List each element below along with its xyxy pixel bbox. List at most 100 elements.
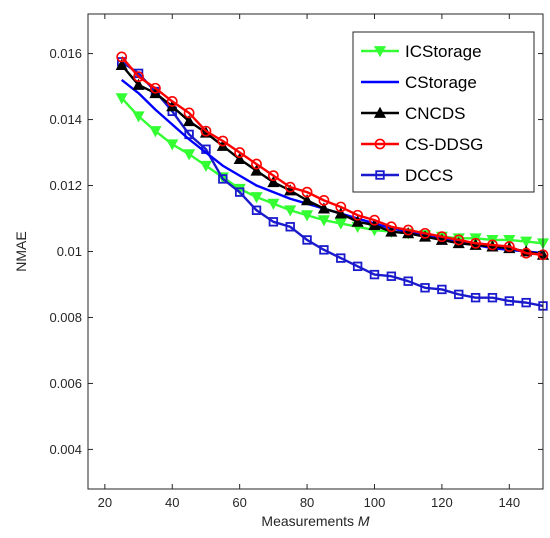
data-point bbox=[233, 152, 246, 165]
data-point bbox=[116, 51, 128, 63]
x-axis-variable: M bbox=[358, 513, 370, 529]
data-point bbox=[521, 297, 531, 308]
x-tick-label: 120 bbox=[431, 495, 453, 510]
data-point bbox=[267, 175, 280, 188]
series-line bbox=[121, 60, 544, 308]
data-point bbox=[402, 224, 414, 236]
data-point bbox=[487, 292, 498, 303]
data-point bbox=[336, 253, 346, 263]
legend-item: CNCDS bbox=[361, 104, 465, 123]
data-point bbox=[183, 107, 195, 119]
data-point bbox=[267, 198, 280, 210]
data-point bbox=[267, 170, 279, 182]
data-point bbox=[317, 215, 330, 227]
data-point bbox=[302, 235, 312, 245]
y-tick-label: 0.014 bbox=[49, 112, 82, 127]
data-point bbox=[301, 186, 313, 198]
legend-item: ICStorage bbox=[361, 42, 482, 61]
data-point bbox=[437, 284, 447, 295]
data-point bbox=[284, 184, 297, 196]
data-point bbox=[520, 236, 533, 248]
data-point bbox=[520, 247, 532, 259]
data-point bbox=[217, 135, 229, 147]
data-point bbox=[487, 239, 498, 251]
data-point bbox=[420, 283, 430, 293]
data-point bbox=[149, 126, 162, 138]
data-point bbox=[319, 245, 329, 255]
data-point bbox=[115, 93, 128, 105]
legend: ICStorage CStorage CNCDS CS-DDSG DCCS bbox=[352, 31, 535, 193]
legend-label: CS-DDSG bbox=[405, 135, 483, 154]
y-tick-label: 0.006 bbox=[49, 376, 82, 391]
data-point bbox=[419, 227, 431, 239]
x-axis-label: Measurements M bbox=[261, 513, 369, 529]
x-tick-label: 40 bbox=[165, 495, 179, 510]
legend-label: ICStorage bbox=[405, 42, 482, 61]
series-layer bbox=[115, 51, 550, 311]
legend-item: CS-DDSG bbox=[361, 135, 483, 154]
data-point bbox=[132, 78, 145, 90]
data-point bbox=[234, 187, 245, 197]
x-tick-label: 140 bbox=[498, 495, 520, 510]
data-point bbox=[504, 296, 514, 306]
data-point bbox=[317, 202, 330, 214]
ticks-layer: 20 40 60 80 100 120 140 0.004 0.006 0.008 0.01 0.01… bbox=[49, 14, 543, 510]
data-point bbox=[115, 58, 128, 71]
data-point bbox=[268, 217, 279, 227]
legend-swatch-marker bbox=[375, 170, 385, 180]
legend-swatch-marker bbox=[374, 138, 386, 150]
data-point bbox=[150, 82, 161, 94]
y-axis-label: NMAE bbox=[13, 231, 29, 271]
y-tick-label: 0.004 bbox=[49, 442, 82, 457]
data-point bbox=[301, 210, 314, 222]
data-point bbox=[183, 114, 196, 127]
y-tick-label: 0.016 bbox=[49, 46, 82, 61]
data-point bbox=[402, 227, 415, 239]
x-axis-label-text: Measurements bbox=[261, 513, 354, 529]
data-point bbox=[418, 230, 432, 242]
data-point bbox=[166, 139, 179, 151]
data-point bbox=[452, 237, 465, 249]
data-point bbox=[334, 218, 347, 230]
data-point bbox=[436, 231, 448, 243]
data-point bbox=[335, 201, 347, 213]
data-point bbox=[218, 174, 228, 184]
data-point bbox=[250, 192, 263, 204]
legend-label: CNCDS bbox=[405, 104, 465, 123]
data-point bbox=[251, 158, 262, 170]
data-point bbox=[334, 207, 347, 219]
y-tick-label: 0.01 bbox=[57, 244, 82, 259]
data-point bbox=[284, 181, 296, 193]
data-point bbox=[352, 261, 363, 272]
x-tick-label: 80 bbox=[300, 495, 314, 510]
x-tick-label: 60 bbox=[232, 495, 246, 510]
data-point bbox=[403, 276, 413, 286]
data-point bbox=[435, 233, 448, 245]
legend-swatch-marker bbox=[373, 46, 387, 58]
legend-label: CStorage bbox=[405, 73, 477, 92]
data-point bbox=[352, 209, 364, 221]
data-point bbox=[234, 147, 246, 158]
data-point bbox=[183, 149, 196, 161]
data-point bbox=[503, 241, 515, 252]
data-point bbox=[166, 96, 178, 107]
legend-swatch-marker bbox=[373, 106, 387, 118]
series-cs-ddsg bbox=[116, 51, 549, 261]
data-point bbox=[301, 194, 314, 206]
data-point bbox=[386, 271, 397, 281]
data-point bbox=[199, 160, 213, 172]
data-point bbox=[385, 221, 397, 233]
data-point bbox=[133, 71, 144, 83]
data-point bbox=[454, 289, 464, 300]
data-point bbox=[200, 125, 212, 137]
legend-item: DCCS bbox=[361, 166, 453, 185]
y-tick-label: 0.008 bbox=[49, 310, 82, 325]
data-point bbox=[453, 234, 465, 246]
x-tick-label: 20 bbox=[98, 495, 112, 510]
legend-item: CStorage bbox=[361, 73, 477, 92]
y-tick-label: 0.012 bbox=[49, 178, 82, 193]
data-point bbox=[250, 164, 263, 176]
legend-label: DCCS bbox=[405, 166, 453, 185]
data-point bbox=[251, 205, 262, 215]
